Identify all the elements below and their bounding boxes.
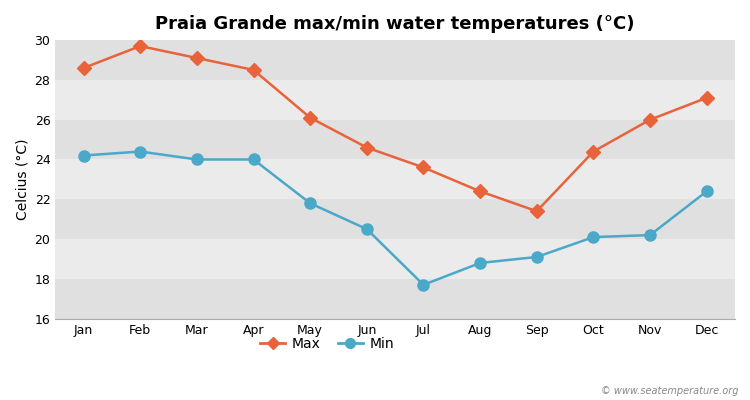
Min: [79, 153, 88, 158]
Bar: [56, 40, 735, 80]
Line: Max: Max: [79, 41, 712, 216]
Y-axis label: Celcius (°C): Celcius (°C): [15, 139, 29, 220]
Min: [249, 157, 258, 162]
Min: [193, 157, 202, 162]
Max: [419, 165, 428, 170]
Max: [362, 145, 371, 150]
Min: [136, 149, 145, 154]
Max: [532, 209, 542, 214]
Max: [476, 189, 484, 194]
Min: [419, 282, 428, 287]
Max: [249, 68, 258, 72]
Bar: [56, 199, 735, 239]
Min: [702, 189, 711, 194]
Max: [79, 66, 88, 70]
Min: [476, 260, 484, 265]
Legend: Max, Min: Max, Min: [254, 331, 400, 356]
Bar: [56, 279, 735, 319]
Max: [589, 149, 598, 154]
Min: [306, 201, 315, 206]
Min: [362, 227, 371, 232]
Max: [646, 117, 655, 122]
Max: [193, 56, 202, 60]
Min: [589, 235, 598, 240]
Bar: [56, 120, 735, 160]
Max: [702, 96, 711, 100]
Max: [306, 115, 315, 120]
Line: Min: Min: [78, 146, 712, 290]
Min: [646, 233, 655, 238]
Min: [532, 254, 542, 259]
Text: © www.seatemperature.org: © www.seatemperature.org: [602, 386, 739, 396]
Bar: [56, 160, 735, 199]
Bar: [56, 80, 735, 120]
Max: [136, 44, 145, 48]
Bar: [56, 239, 735, 279]
Title: Praia Grande max/min water temperatures (°C): Praia Grande max/min water temperatures …: [155, 15, 635, 33]
